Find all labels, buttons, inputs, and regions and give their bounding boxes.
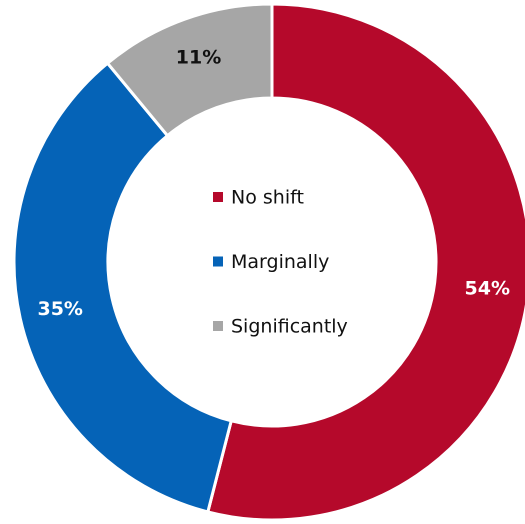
legend-swatch	[213, 192, 223, 202]
donut-slice	[12, 61, 234, 514]
legend-label: Marginally	[231, 251, 329, 273]
legend-swatch	[213, 256, 223, 267]
legend-swatch	[213, 321, 223, 331]
data-label: 54%	[465, 278, 510, 300]
donut-slice	[206, 2, 525, 522]
legend-label: Significantly	[231, 316, 348, 338]
data-label: 11%	[176, 46, 221, 68]
legend-label: No shift	[231, 187, 304, 209]
donut-slice	[105, 2, 274, 138]
data-label: 35%	[37, 298, 82, 320]
